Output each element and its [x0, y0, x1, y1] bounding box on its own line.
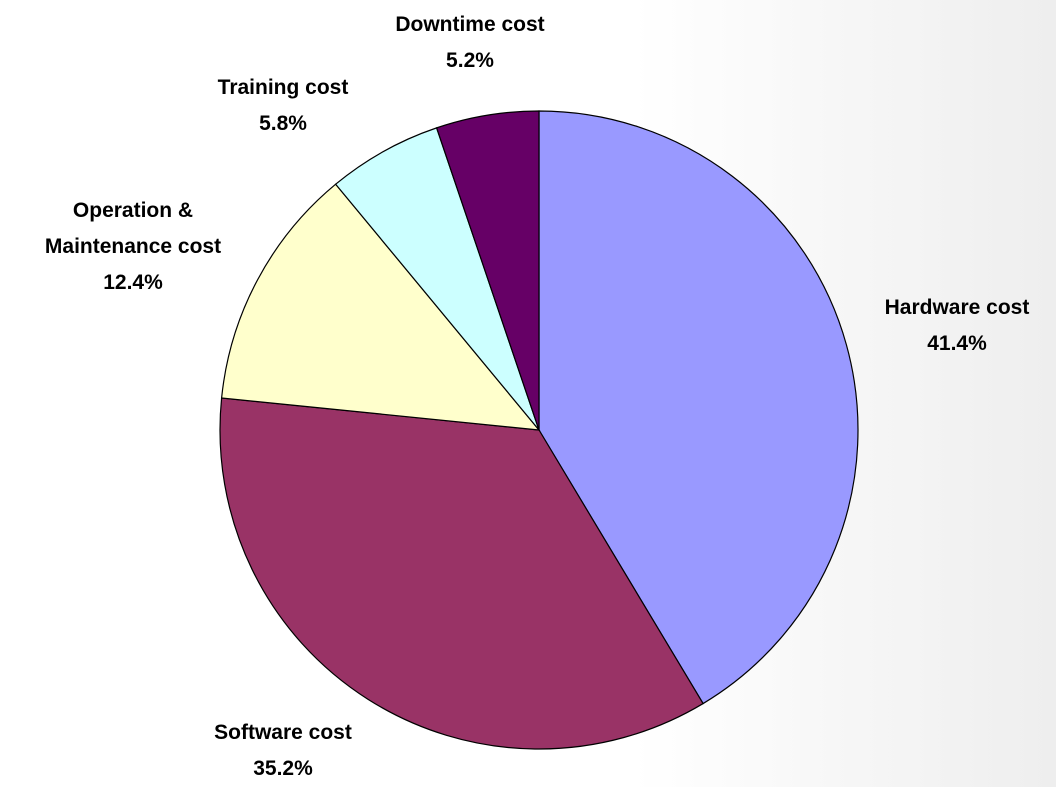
category-label: Training cost [217, 76, 349, 99]
pie-slice [538, 110, 859, 705]
slice-label: Downtime cost 5.2% [395, 7, 544, 79]
pie-slice [220, 183, 541, 431]
slice-label: Software cost 35.2% [214, 715, 352, 787]
category-label: Operation & Maintenance cost [44, 199, 222, 258]
value-label: 5.8% [259, 112, 307, 135]
slice-label: Training cost 5.8% [218, 70, 349, 142]
pie-slice [219, 397, 704, 750]
category-label: Software cost [214, 721, 352, 744]
slice-label: Operation & Maintenance cost 12.4% [13, 193, 253, 301]
value-label: 41.4% [927, 332, 987, 355]
value-label: 35.2% [253, 757, 313, 780]
value-label: 12.4% [103, 271, 163, 294]
slice-label: Hardware cost 41.4% [885, 290, 1030, 362]
category-label: Hardware cost [884, 296, 1030, 319]
category-label: Downtime cost [395, 13, 545, 36]
pie-slice [435, 110, 540, 431]
value-label: 5.2% [446, 49, 494, 72]
